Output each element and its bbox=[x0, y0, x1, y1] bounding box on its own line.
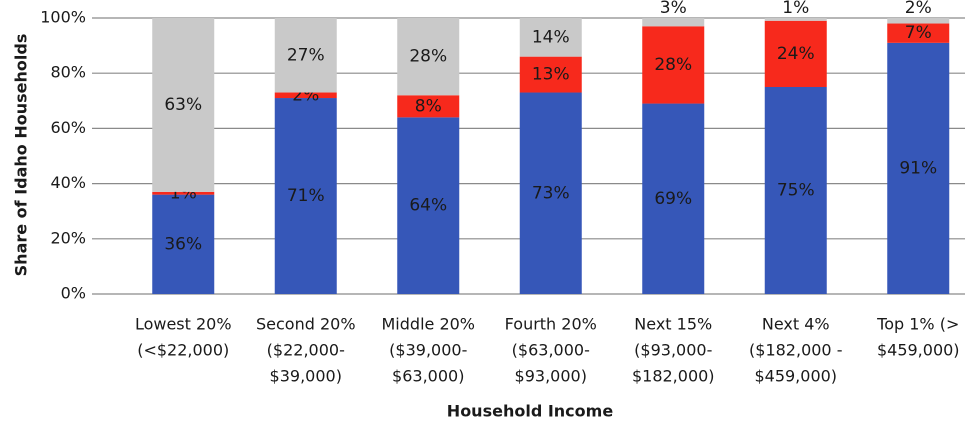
bar-segment bbox=[519, 56, 582, 93]
x-axis-title: Household Income bbox=[447, 402, 614, 421]
y-tick-label: 40% bbox=[50, 173, 86, 192]
bar-segment bbox=[887, 23, 950, 43]
data-label: 27% bbox=[287, 45, 325, 65]
data-label: 28% bbox=[409, 47, 447, 67]
x-tick-label: $459,000) bbox=[754, 367, 837, 386]
data-label: 36% bbox=[164, 234, 202, 254]
bar-segment bbox=[397, 95, 460, 118]
data-label: 64% bbox=[409, 196, 447, 216]
x-tick-label: $93,000) bbox=[515, 367, 587, 386]
y-tick-label: 0% bbox=[61, 284, 86, 303]
data-label: 63% bbox=[164, 95, 202, 115]
bar-segment bbox=[274, 92, 337, 99]
x-tick-label: Next 15% bbox=[634, 315, 712, 334]
bar-segment bbox=[642, 26, 705, 104]
y-tick-label: 20% bbox=[50, 228, 86, 247]
data-label: 69% bbox=[654, 189, 692, 209]
bar-segment bbox=[397, 18, 460, 96]
data-label: 3% bbox=[660, 0, 687, 18]
x-tick-label: ($182,000 - bbox=[749, 341, 842, 360]
y-tick-label: 60% bbox=[50, 118, 86, 137]
bar-segment bbox=[519, 18, 582, 57]
data-label: 24% bbox=[777, 44, 815, 64]
bar-segment bbox=[764, 20, 827, 87]
data-label: 1% bbox=[782, 0, 809, 18]
x-tick-label: ($63,000- bbox=[512, 341, 590, 360]
x-tick-label: Next 4% bbox=[762, 315, 830, 334]
bar-segment bbox=[642, 103, 705, 294]
data-label: 75% bbox=[777, 181, 815, 201]
bar-segment bbox=[764, 18, 827, 21]
y-tick-label: 80% bbox=[50, 63, 86, 82]
bar-segment bbox=[764, 87, 827, 294]
data-label: 8% bbox=[415, 96, 442, 116]
bar-segment bbox=[274, 18, 337, 93]
x-tick-label: Lowest 20% bbox=[135, 315, 232, 334]
y-axis-title: Share of Idaho Households bbox=[12, 34, 31, 277]
x-tick-label: $459,000) bbox=[877, 341, 960, 360]
data-label: 2% bbox=[905, 0, 932, 18]
bar-segment bbox=[152, 18, 215, 192]
x-tick-label: ($93,000- bbox=[634, 341, 712, 360]
x-tick-label: $39,000) bbox=[270, 367, 342, 386]
x-tick-label: Second 20% bbox=[256, 315, 356, 334]
x-tick-label: $63,000) bbox=[392, 367, 464, 386]
data-label: 91% bbox=[899, 158, 937, 178]
bar-segment bbox=[642, 18, 705, 27]
x-tick-label: Middle 20% bbox=[382, 315, 476, 334]
x-tick-label: Fourth 20% bbox=[505, 315, 597, 334]
bar-segment bbox=[152, 191, 215, 195]
x-tick-label: Top 1% (> bbox=[876, 315, 959, 334]
x-tick-label: ($22,000- bbox=[267, 341, 345, 360]
bar-segment bbox=[397, 117, 460, 294]
data-label: 7% bbox=[905, 23, 932, 43]
y-tick-label: 100% bbox=[40, 8, 86, 27]
x-tick-label: $182,000) bbox=[632, 367, 715, 386]
data-label: 28% bbox=[654, 55, 692, 75]
bar-segment bbox=[887, 42, 950, 295]
bar-segment bbox=[274, 98, 337, 294]
bar-segment bbox=[519, 92, 582, 295]
bar-segment bbox=[887, 18, 950, 24]
bar-segment bbox=[152, 194, 215, 294]
x-tick-label: (<$22,000) bbox=[137, 341, 229, 360]
data-label: 14% bbox=[532, 27, 570, 47]
data-label: 71% bbox=[287, 186, 325, 206]
data-label: 13% bbox=[532, 65, 570, 85]
data-label: 73% bbox=[532, 183, 570, 203]
x-tick-label: ($39,000- bbox=[389, 341, 467, 360]
